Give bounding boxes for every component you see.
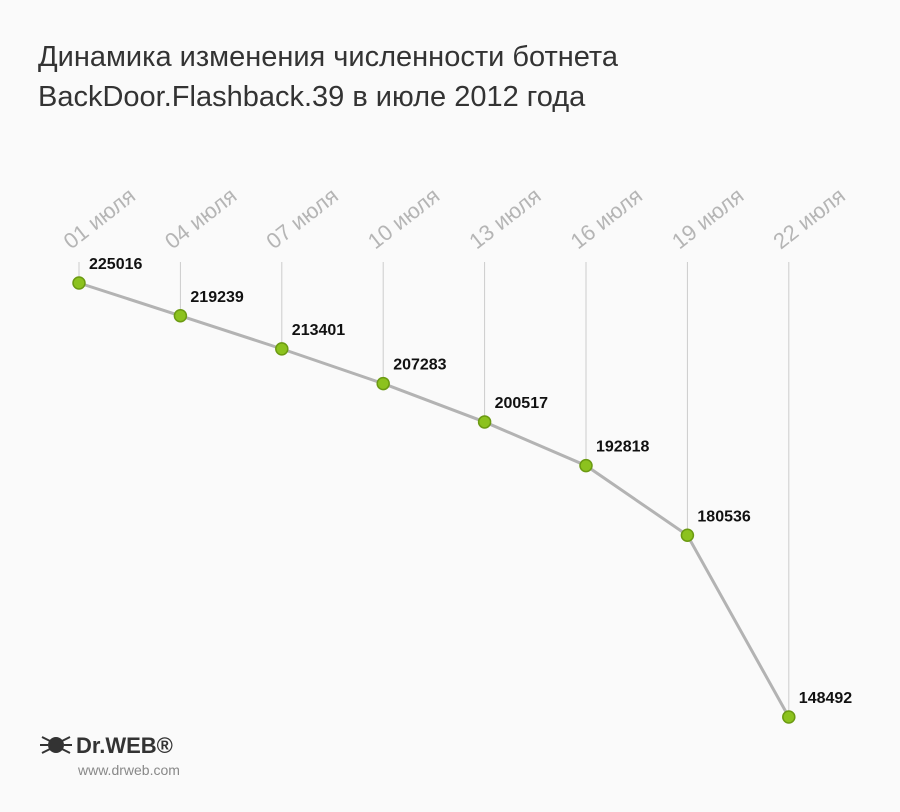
line [78, 281, 791, 718]
point [579, 458, 593, 473]
data-label: 225016 [89, 256, 142, 273]
point [680, 528, 695, 543]
point [275, 342, 289, 356]
point [72, 276, 86, 290]
data-label: 219239 [190, 289, 243, 306]
point [782, 710, 796, 724]
logo-icon [40, 736, 72, 754]
point [477, 415, 492, 429]
website: www.drweb.com [77, 762, 180, 778]
data-label: 213401 [292, 322, 345, 339]
data-label: 207283 [393, 357, 446, 374]
data-label: 180536 [697, 508, 750, 525]
data-label: 148492 [799, 690, 852, 707]
point [173, 309, 188, 323]
data-label: 200517 [495, 395, 548, 412]
chart-title: Динамика изменения численности ботнета [38, 41, 619, 73]
chart-title: BackDoor.Flashback.39 в июле 2012 года [38, 81, 586, 113]
data-label: 192818 [596, 439, 649, 456]
point [376, 376, 390, 391]
logo: Dr.WEB® [76, 733, 173, 758]
